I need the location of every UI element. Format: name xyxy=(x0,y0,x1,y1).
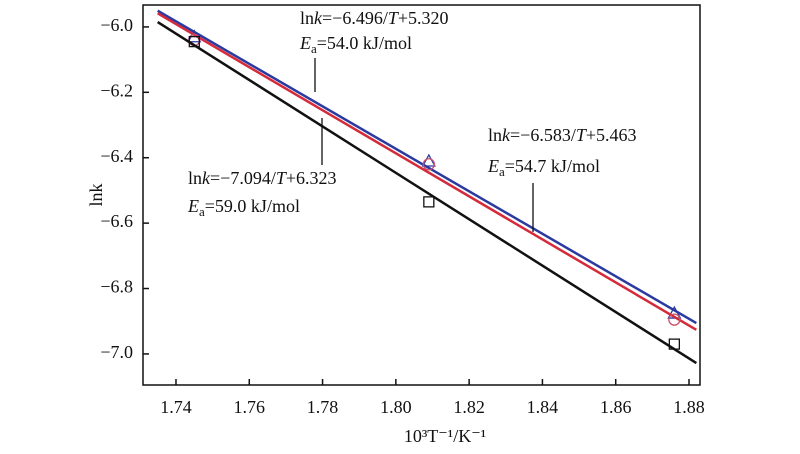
equation-part: ln xyxy=(488,125,502,145)
marker xyxy=(422,158,435,171)
marker xyxy=(668,338,680,350)
x-tick-label: 1.80 xyxy=(380,397,412,417)
equation-part: T xyxy=(388,8,400,28)
x-tick-label: 1.88 xyxy=(673,397,705,417)
fit-line xyxy=(157,9,697,325)
marker xyxy=(668,313,681,326)
fit-equation: lnk=−6.583/T+5.463 xyxy=(488,125,637,145)
y-tick-label: −6.8 xyxy=(100,277,133,297)
y-tick-label: −7.0 xyxy=(100,342,133,362)
energy-part: =54.0 kJ/mol xyxy=(317,33,412,53)
equation-part: ln xyxy=(188,168,202,188)
x-tick-label: 1.82 xyxy=(453,397,485,417)
y-axis-label: lnk xyxy=(86,183,106,206)
x-tick-label: 1.74 xyxy=(160,397,192,417)
x-tick-label: 1.86 xyxy=(600,397,632,417)
plot-frame xyxy=(142,4,701,386)
equation-part: k xyxy=(502,125,511,145)
equation-part: +5.463 xyxy=(586,125,637,145)
equation-part: =−6.583/ xyxy=(510,125,576,145)
marker xyxy=(188,35,200,48)
activation-energy: Ea=59.0 kJ/mol xyxy=(187,196,300,219)
marker xyxy=(421,153,436,167)
equation-part: T xyxy=(276,168,288,188)
equation-part: T xyxy=(576,125,588,145)
energy-part: a xyxy=(311,41,317,56)
energy-part: E xyxy=(299,33,311,53)
y-tick-label: −6.6 xyxy=(100,211,133,231)
activation-energy: Ea=54.7 kJ/mol xyxy=(487,156,600,179)
energy-part: E xyxy=(187,196,199,216)
equation-part: k xyxy=(202,168,211,188)
fit-line xyxy=(157,12,697,331)
equation-part: +6.323 xyxy=(286,168,337,188)
equation-part: =−7.094/ xyxy=(210,168,276,188)
equation-part: +5.320 xyxy=(398,8,449,28)
equation-part: ln xyxy=(300,8,314,28)
activation-energy: Ea=54.0 kJ/mol xyxy=(299,33,412,56)
energy-part: =54.7 kJ/mol xyxy=(505,156,600,176)
equation-part: =−6.496/ xyxy=(322,8,388,28)
x-tick-label: 1.84 xyxy=(527,397,559,417)
y-tick-label: −6.2 xyxy=(100,80,133,100)
marker xyxy=(423,196,435,208)
energy-part: a xyxy=(499,164,505,179)
energy-part: =59.0 kJ/mol xyxy=(205,196,300,216)
fit-equation: lnk=−6.496/T+5.320 xyxy=(300,8,449,28)
equation-part: k xyxy=(314,8,323,28)
energy-part: a xyxy=(199,204,205,219)
x-tick-label: 1.76 xyxy=(234,397,266,417)
fit-line xyxy=(156,20,698,365)
energy-part: E xyxy=(487,156,499,176)
x-tick-label: 1.78 xyxy=(307,397,339,417)
fit-equation: lnk=−7.094/T+6.323 xyxy=(188,168,337,188)
y-tick-label: −6.4 xyxy=(100,146,133,166)
x-axis-label: 10³T⁻¹/K⁻¹ xyxy=(404,426,486,446)
y-tick-label: −6.0 xyxy=(100,15,133,35)
